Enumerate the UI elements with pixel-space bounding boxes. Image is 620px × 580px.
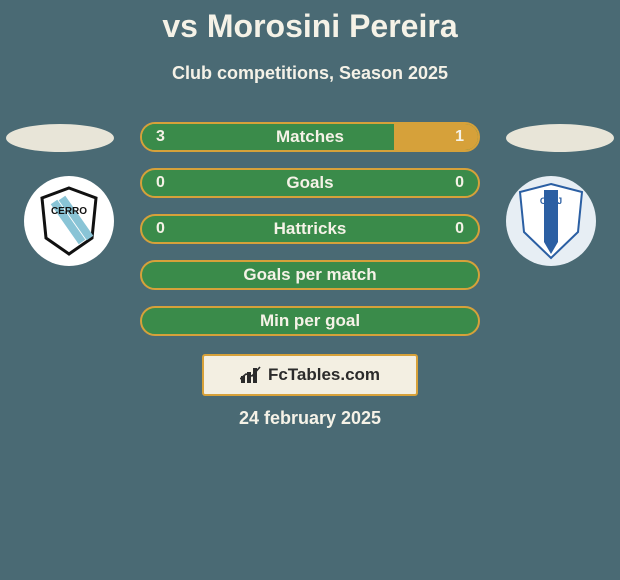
stat-fill-right xyxy=(394,124,478,150)
stat-row: 0 0 Goals xyxy=(140,168,480,198)
stat-value-left: 0 xyxy=(156,174,165,192)
team-crest-left: CERRO xyxy=(24,176,114,266)
stat-fill-left xyxy=(142,124,394,150)
svg-text:C A J: C A J xyxy=(540,196,562,206)
stat-value-left: 0 xyxy=(156,220,165,238)
stats-container: 3 1 Matches 0 0 Goals 0 0 Hattricks Goals per mat… xyxy=(140,122,480,352)
svg-text:CERRO: CERRO xyxy=(51,206,87,217)
stat-value-right: 1 xyxy=(455,128,464,146)
player-ellipse-right xyxy=(506,124,614,152)
stat-label: Matches xyxy=(276,127,344,147)
comparison-card: vs Morosini Pereira Club competitions, S… xyxy=(0,0,620,580)
brand-text: FcTables.com xyxy=(268,365,380,385)
stat-label: Min per goal xyxy=(260,311,360,331)
stat-row: 3 1 Matches xyxy=(140,122,480,152)
stat-row: 0 0 Hattricks xyxy=(140,214,480,244)
player-ellipse-left xyxy=(6,124,114,152)
bar-chart-icon xyxy=(240,366,262,384)
stat-label: Hattricks xyxy=(274,219,347,239)
stat-label: Goals per match xyxy=(243,265,376,285)
stat-row: Goals per match xyxy=(140,260,480,290)
page-title: vs Morosini Pereira xyxy=(0,8,620,45)
caj-crest-icon: C A J xyxy=(516,182,586,260)
stat-value-right: 0 xyxy=(455,174,464,192)
subtitle: Club competitions, Season 2025 xyxy=(0,63,620,84)
stat-label: Goals xyxy=(286,173,333,193)
stat-value-right: 0 xyxy=(455,220,464,238)
cerro-crest-icon: CERRO xyxy=(32,184,106,258)
date-text: 24 february 2025 xyxy=(0,408,620,429)
team-crest-right: C A J xyxy=(506,176,596,266)
stat-row: Min per goal xyxy=(140,306,480,336)
brand-box: FcTables.com xyxy=(202,354,418,396)
stat-value-left: 3 xyxy=(156,128,165,146)
